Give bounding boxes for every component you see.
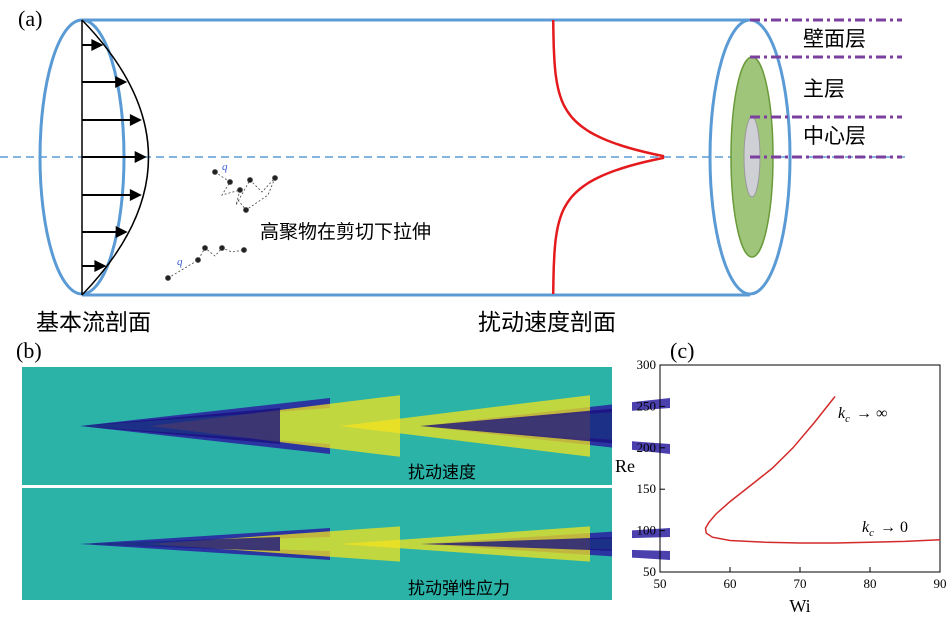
panel-label: (a) [18,6,42,31]
caption: 扰动速度剖面 [478,310,616,336]
arrow-head [130,189,142,201]
annotation-text: → ∞ [856,405,887,422]
y-tick-label: 150 [637,481,657,496]
y-tick-label: 100 [637,523,657,538]
heatmap-caption: 扰动速度 [408,463,476,483]
layer-label: 壁面层 [803,27,866,51]
annotation-text: → 0 [880,519,908,536]
annotation-subscript: c [845,413,850,425]
annotation: kc→ ∞ [838,405,887,425]
x-tick-label: 60 [724,576,737,591]
x-axis-label: Wi [789,596,810,616]
y-tick-label: 200 [637,440,657,455]
q-label: q [222,161,228,173]
figure: (a) 壁面层 主层 中心层 q q 高聚物在剪切下拉伸 基本流剖面 扰动速度剖… [0,0,949,619]
layer-label: 中心层 [803,124,866,148]
caption: 基本流剖面 [36,310,151,336]
x-tick-label: 80 [864,576,877,591]
y-tick-label: 50 [643,564,656,579]
annotation-subscript: c [869,527,874,539]
x-tick-label: 70 [794,576,807,591]
panel-label: (b) [16,338,42,363]
layer-label: 主层 [803,77,845,101]
heatmaps [22,367,670,600]
perturbation-profile [553,20,663,294]
polymer-text: 高聚物在剪切下拉伸 [260,221,431,243]
arrow-head [135,151,147,163]
panel-label: (c) [670,338,694,363]
annotation: kc→ 0 [862,519,908,539]
y-axis-label: Re [615,456,635,476]
clip-edge [612,488,632,600]
heatmap-caption: 扰动弹性应力 [408,579,510,599]
q-label: q [177,256,183,268]
arrow-head [130,114,142,126]
x-tick-label: 90 [934,576,947,591]
y-tick-label: 250 [637,398,657,413]
y-tick-label: 300 [637,357,657,372]
